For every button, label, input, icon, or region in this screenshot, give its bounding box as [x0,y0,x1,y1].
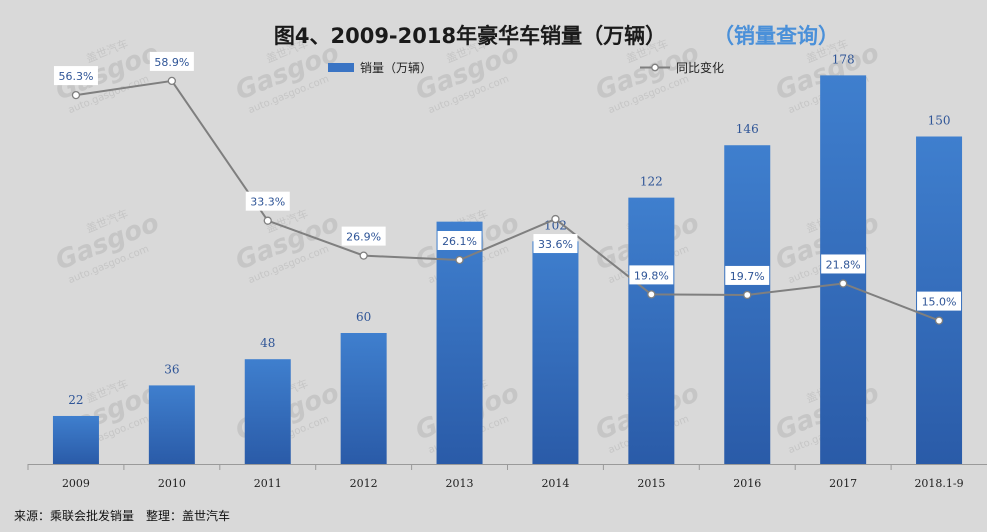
yoy-point-2017 [839,279,848,288]
yoy-label-2016: 19.7% [730,270,765,283]
yoy-point-2014 [551,214,560,224]
bar-value-2012: 60 [356,310,371,324]
legend-bar-swatch [328,63,354,72]
bar-2016 [724,145,771,464]
yoy-label-2013: 26.1% [442,235,477,248]
x-axis-ticks: 2009 2010 2011 2012 2013 2014 2015 2016 2017 2018… [27,464,964,490]
x-tick-2015: 2015 [637,477,665,490]
yoy-point-2015 [647,290,656,299]
legend: 销量（万辆） 同比变化 [328,60,724,75]
legend-line-label: 同比变化 [676,60,724,75]
bar-value-2015: 122 [640,175,663,189]
bar-2012 [340,333,387,464]
yoy-label-box-2010 [149,51,194,71]
yoy-label-box-2009 [53,66,98,86]
yoy-label-box-2011 [245,191,290,211]
yoy-label-2015: 19.8% [634,269,669,282]
yoy-label-box-2012 [341,226,386,246]
yoy-point-2013 [455,255,464,265]
yoy-line [75,79,940,322]
x-tick-2013: 2013 [446,477,474,490]
sales-query-link[interactable]: （销量查询） [713,24,839,48]
bar-2009 [52,415,99,464]
source-note: 来源：乘联会批发销量 整理：盖世汽车 [14,508,230,523]
yoy-label-box-2013 [437,230,482,250]
yoy-label-box-2014 [533,234,578,254]
yoy-label-box-2017 [821,254,866,274]
yoy-point-2012 [359,251,368,260]
yoy-label-box-2015 [629,265,674,285]
yoy-point-2009 [71,90,81,100]
bar-2014 [532,241,579,464]
legend-bar-label: 销量（万辆） [360,61,432,75]
bar-2011 [244,359,291,464]
yoy-line-series: 56.3% 58.9% 33.3% 26.9% 26.1% 33.6% 19.8% 19.7%… [53,51,962,325]
bar-value-2011: 48 [260,336,275,350]
bar-value-2016: 146 [736,122,759,136]
yoy-label-2017: 21.8% [826,258,861,271]
yoy-label-box-2018.1-9 [917,291,962,311]
bar-value-2009: 22 [68,393,83,407]
x-tick-2017: 2017 [829,477,857,490]
x-tick-2016: 2016 [733,477,761,490]
yoy-label-2010: 58.9% [154,56,189,69]
yoy-label-box-2016 [725,265,770,285]
yoy-point-2011 [263,216,272,225]
x-tick-2014: 2014 [541,477,569,490]
bar-value-2017: 178 [832,52,855,66]
x-tick-2012: 2012 [350,477,378,490]
x-tick-2009: 2009 [62,477,90,490]
yoy-point-2016 [743,290,752,300]
x-tick-2011: 2011 [254,477,282,490]
yoy-label-2014: 33.6% [538,238,573,251]
bar-2010 [148,385,195,464]
yoy-label-2012: 26.9% [346,231,381,244]
chart-title: 图4、2009-2018年豪华车销量（万辆） [274,24,666,48]
bar-value-2018.1-9: 150 [928,114,951,128]
x-tick-2010: 2010 [158,477,186,490]
yoy-label-2009: 56.3% [58,70,93,83]
yoy-point-2010 [167,76,177,86]
yoy-label-2011: 33.3% [250,196,285,209]
bar-2015 [628,197,675,464]
yoy-label-2018.1-9: 15.0% [922,296,957,309]
legend-line-marker [651,63,659,72]
bar-value-2010: 36 [164,362,179,376]
x-tick-2018.1-9: 2018.1-9 [914,477,963,490]
yoy-point-2018.1-9 [934,316,944,325]
